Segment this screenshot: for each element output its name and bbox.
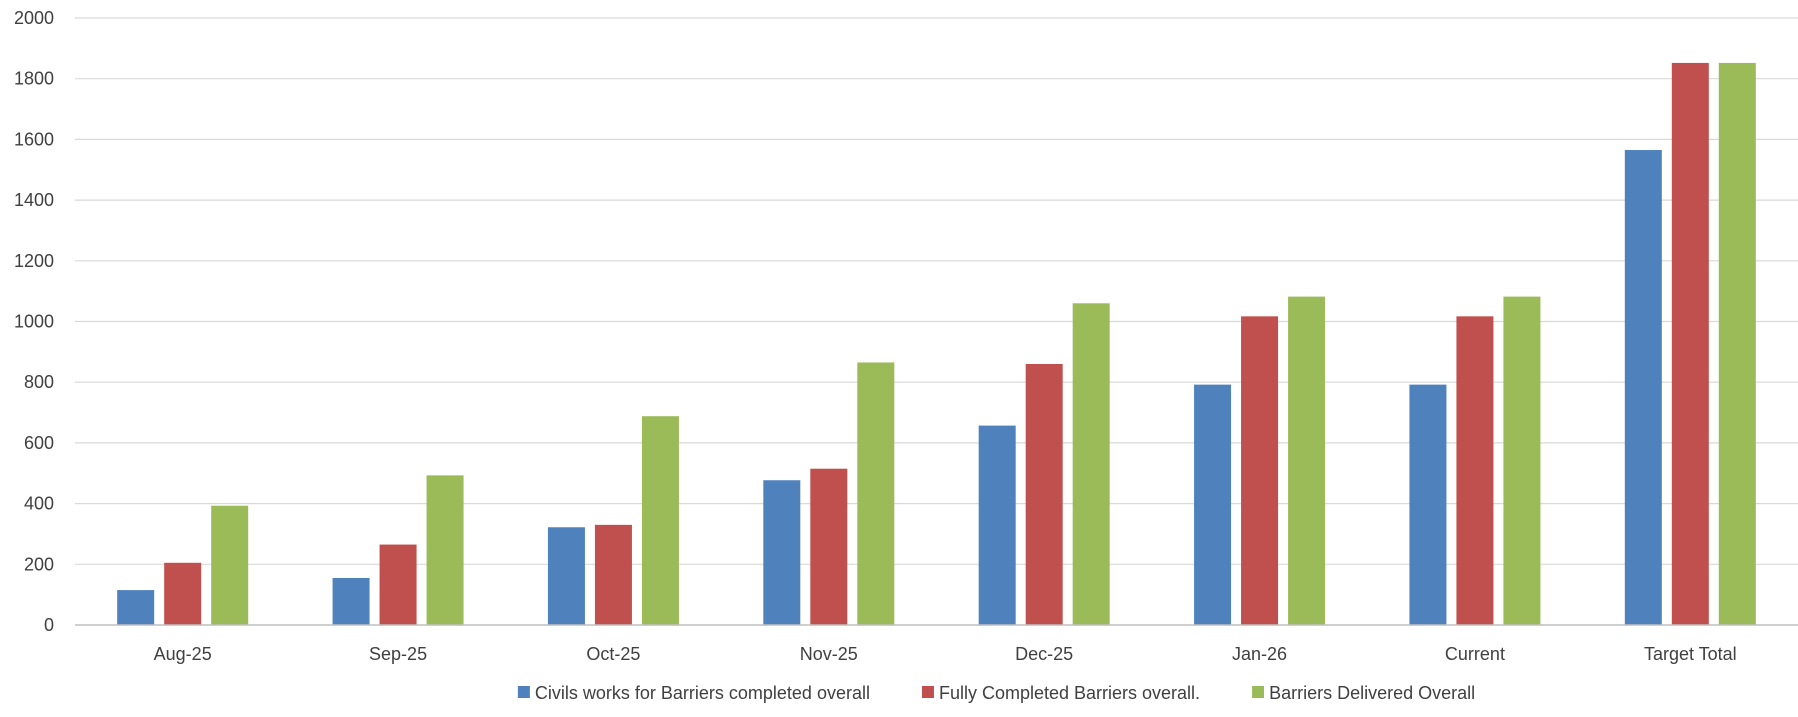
x-tick-label: Nov-25 xyxy=(800,644,858,664)
y-tick-label: 200 xyxy=(24,554,54,574)
y-axis-ticks: 0 200 400 600 800 1000 1200 1400 1600 1800 2000 xyxy=(14,8,54,635)
y-tick-label: 1600 xyxy=(14,129,54,149)
bar-2-oct-25 xyxy=(594,524,632,625)
legend-item: Civils works for Barriers completed over… xyxy=(517,683,870,703)
x-tick-label: Jan-26 xyxy=(1232,644,1287,664)
legend-label: Fully Completed Barriers overall. xyxy=(939,683,1200,703)
x-tick-label: Dec-25 xyxy=(1015,644,1073,664)
bar-1-jan-26 xyxy=(1194,384,1232,625)
y-tick-label: 0 xyxy=(44,615,54,635)
bar-1-sep-25 xyxy=(332,577,370,625)
bars xyxy=(117,62,1756,626)
y-tick-label: 600 xyxy=(24,433,54,453)
bar-1-oct-25 xyxy=(547,527,585,625)
legend-label: Barriers Delivered Overall xyxy=(1269,683,1475,703)
bar-2-jan-26 xyxy=(1241,316,1279,625)
y-tick-label: 800 xyxy=(24,372,54,392)
y-tick-label: 400 xyxy=(24,494,54,514)
bar-2-aug-25 xyxy=(164,562,202,625)
bar-3-aug-25 xyxy=(211,505,249,625)
x-tick-label: Target Total xyxy=(1644,644,1737,664)
legend-swatch xyxy=(517,686,530,698)
bar-1-target-total xyxy=(1624,150,1662,625)
bar-3-oct-25 xyxy=(641,416,679,625)
bar-1-nov-25 xyxy=(763,480,801,625)
x-axis-ticks: Aug-25 Sep-25 Oct-25 Nov-25 Dec-25 Jan-26 Curr… xyxy=(154,644,1737,664)
bar-3-current xyxy=(1503,296,1541,625)
legend-label: Civils works for Barriers completed over… xyxy=(535,683,870,703)
y-tick-label: 2000 xyxy=(14,8,54,28)
bar-3-target-total xyxy=(1718,62,1756,626)
legend-item: Barriers Delivered Overall xyxy=(1252,683,1475,703)
bar-2-nov-25 xyxy=(810,468,848,625)
legend-swatch xyxy=(921,686,934,698)
legend-swatch xyxy=(1252,686,1265,698)
bar-3-dec-25 xyxy=(1072,303,1110,625)
bar-3-jan-26 xyxy=(1288,296,1326,625)
bar-1-dec-25 xyxy=(978,425,1016,625)
y-tick-label: 1000 xyxy=(14,312,54,332)
x-tick-label: Sep-25 xyxy=(369,644,427,664)
legend: Civils works for Barriers completed over… xyxy=(517,683,1475,703)
bar-1-current xyxy=(1409,384,1447,625)
y-tick-label: 1400 xyxy=(14,190,54,210)
bar-3-sep-25 xyxy=(426,475,464,625)
gridlines xyxy=(75,17,1798,565)
bar-2-sep-25 xyxy=(379,544,417,625)
bar-1-aug-25 xyxy=(117,590,155,625)
bar-2-current xyxy=(1456,316,1494,625)
x-tick-label: Current xyxy=(1445,644,1505,664)
bar-3-nov-25 xyxy=(857,362,895,625)
y-tick-label: 1200 xyxy=(14,251,54,271)
x-tick-label: Oct-25 xyxy=(586,644,640,664)
y-tick-label: 1800 xyxy=(14,69,54,89)
x-tick-label: Aug-25 xyxy=(154,644,212,664)
bar-2-target-total xyxy=(1671,62,1709,626)
legend-item: Fully Completed Barriers overall. xyxy=(921,683,1200,703)
bar-2-dec-25 xyxy=(1025,363,1063,625)
